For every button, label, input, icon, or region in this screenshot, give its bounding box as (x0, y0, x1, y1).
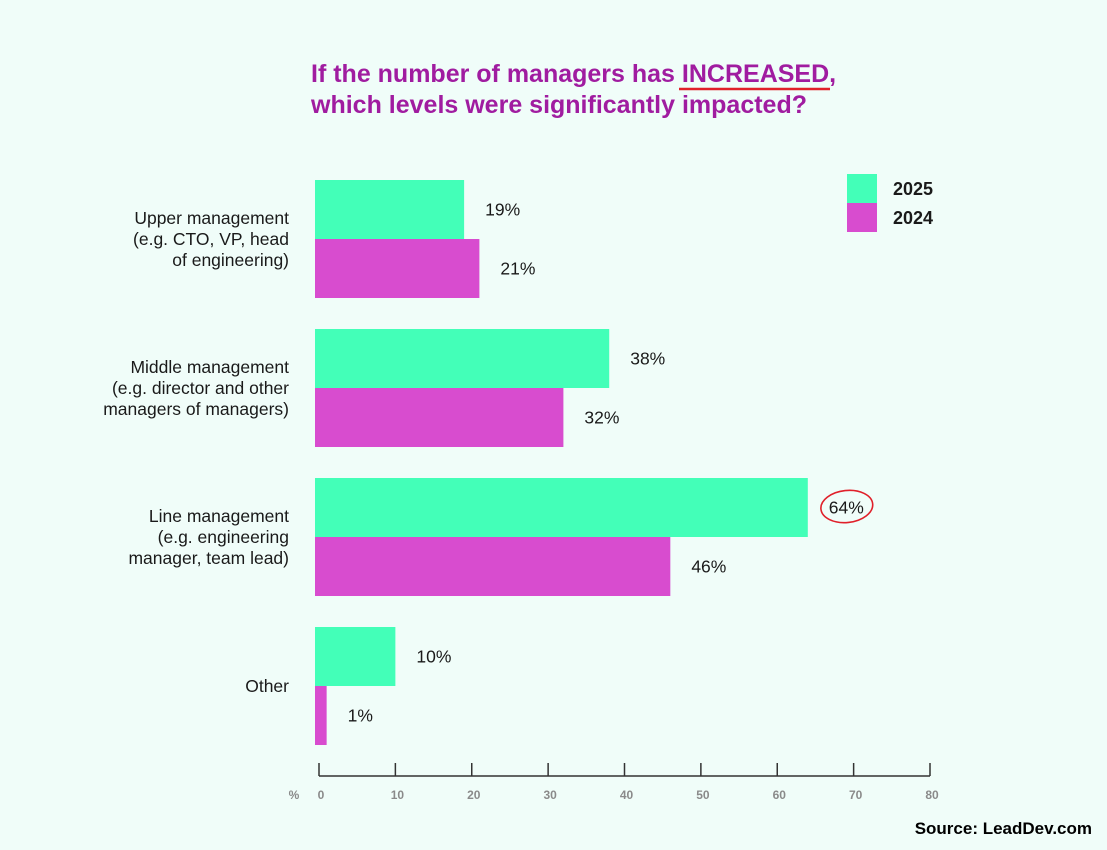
bar-2024-1 (315, 388, 564, 447)
value-label-2024-0: 21% (500, 259, 535, 279)
bar-2025-2 (315, 478, 808, 537)
value-label-2024-3: 1% (348, 706, 373, 726)
highlight-circle (820, 489, 874, 524)
chart-title-line-2: which levels were significantly impacted… (310, 91, 807, 119)
x-tick-label: 40 (620, 788, 634, 802)
source-credit: Source: LeadDev.com (915, 819, 1092, 838)
category-label-line: manager, team lead) (128, 548, 289, 568)
x-tick-label: 0 (318, 788, 325, 802)
bar-2024-3 (315, 686, 327, 745)
value-label-2024-1: 32% (584, 408, 619, 428)
x-tick-label: 70 (849, 788, 863, 802)
category-label-line: of engineering) (172, 250, 289, 270)
bar-2024-0 (315, 239, 480, 298)
category-label-line: Upper management (134, 208, 289, 228)
category-label-line: Line management (149, 506, 289, 526)
legend: 2025 2024 (847, 174, 933, 232)
category-label-3: Other (245, 676, 289, 696)
x-axis: 0 10 20 30 40 50 60 70 80% (289, 763, 939, 802)
bar-2025-0 (315, 180, 465, 239)
category-label-line: Middle management (130, 357, 289, 377)
legend-swatch-2025 (847, 174, 877, 203)
legend-label-2025: 2025 (893, 179, 933, 199)
category-label-1: Middle management (e.g. director and othe… (103, 357, 289, 419)
x-axis-unit: % (289, 788, 300, 802)
x-tick-label: 50 (696, 788, 710, 802)
category-label-line: (e.g. CTO, VP, head (133, 229, 289, 249)
bars-layer (315, 180, 808, 745)
category-label-0: Upper management (e.g. CTO, VP, head of en… (133, 208, 289, 270)
value-label-2024-2: 46% (691, 557, 726, 577)
x-tick-label: 60 (773, 788, 787, 802)
category-label-line: managers of managers) (103, 399, 289, 419)
category-label-line: Other (245, 676, 289, 696)
bar-2025-1 (315, 329, 610, 388)
category-label-2: Line management (e.g. engineering manager,… (128, 506, 289, 568)
chart-title-line-1: If the number of managers has INCREASED, (311, 60, 836, 88)
value-label-2025-3: 10% (416, 647, 451, 667)
x-tick-label: 30 (543, 788, 557, 802)
x-tick-label: 10 (391, 788, 405, 802)
value-label-2025-0: 19% (485, 200, 520, 220)
chart-title-part-2: , (829, 60, 836, 88)
labels-layer: 19% 21% Upper management (e.g. CTO, VP, hea… (103, 200, 874, 726)
chart-title-emphasis: INCREASED (682, 60, 829, 88)
bar-2025-3 (315, 627, 396, 686)
category-label-line: (e.g. director and other (112, 378, 289, 398)
legend-swatch-2024 (847, 203, 877, 232)
x-tick-label: 80 (925, 788, 939, 802)
category-label-line: (e.g. engineering (158, 527, 289, 547)
legend-label-2024: 2024 (893, 208, 933, 228)
chart-title-part-1: If the number of managers has (311, 60, 682, 88)
bar-2024-2 (315, 537, 671, 596)
x-tick-label: 20 (467, 788, 481, 802)
value-label-2025-2: 64% (829, 498, 864, 518)
value-label-2025-1: 38% (630, 349, 665, 369)
